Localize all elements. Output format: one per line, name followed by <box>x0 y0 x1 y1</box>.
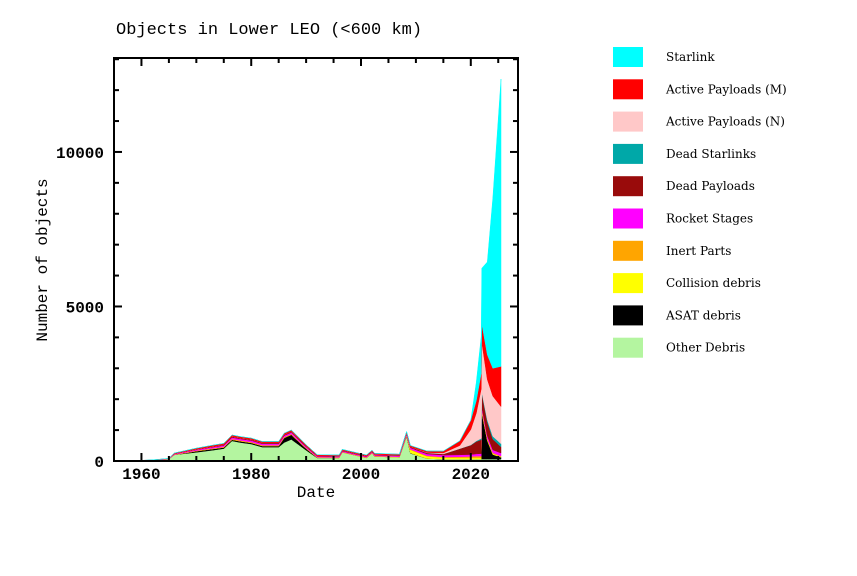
y-tick-label: 10000 <box>56 145 104 163</box>
y-tick-label: 0 <box>94 454 104 472</box>
x-tick-label: 1960 <box>122 466 160 484</box>
legend-label: Rocket Stages <box>666 212 753 226</box>
area-starlink <box>124 78 502 462</box>
chart-title: Objects in Lower LEO (<600 km) <box>116 21 422 40</box>
axes-layer: 0 5000 10000 1960 1980 2000 2020 <box>56 57 519 484</box>
legend-swatch <box>613 273 643 294</box>
area-active-payloads-m <box>124 323 502 462</box>
legend-label: Active Payloads (N) <box>665 115 785 129</box>
legend-swatch <box>613 143 643 164</box>
legend-label: ASAT debris <box>665 308 741 322</box>
legend-label: Dead Starlinks <box>666 147 756 161</box>
legend-swatch <box>613 79 643 100</box>
legend-label: Dead Payloads <box>666 179 755 193</box>
x-tick-label: 2000 <box>342 466 380 484</box>
y-axis-label: Number of objects <box>34 178 52 341</box>
legend-swatch <box>613 47 643 67</box>
legend-label: Starlink <box>666 50 715 64</box>
y-tick-label: 5000 <box>66 299 104 317</box>
legend: Starlink Active Payloads (M) Active Payloa… <box>613 47 787 358</box>
legend-swatch <box>613 337 643 358</box>
legend-swatch <box>613 240 643 261</box>
legend-swatch <box>613 305 643 326</box>
areas-layer <box>124 78 502 462</box>
legend-label: Inert Parts <box>666 244 731 258</box>
legend-label: Active Payloads (M) <box>665 82 787 96</box>
legend-swatch <box>613 208 643 229</box>
legend-label: Other Debris <box>666 341 745 355</box>
area-active-payloads-n <box>124 342 502 462</box>
legend-swatch <box>613 111 643 132</box>
legend-label: Collision debris <box>666 276 761 290</box>
x-axis-label: Date <box>297 484 335 502</box>
plot-frame <box>113 57 519 462</box>
x-tick-label: 1980 <box>232 466 270 484</box>
x-tick-label: 2020 <box>452 466 490 484</box>
legend-swatch <box>613 176 643 197</box>
